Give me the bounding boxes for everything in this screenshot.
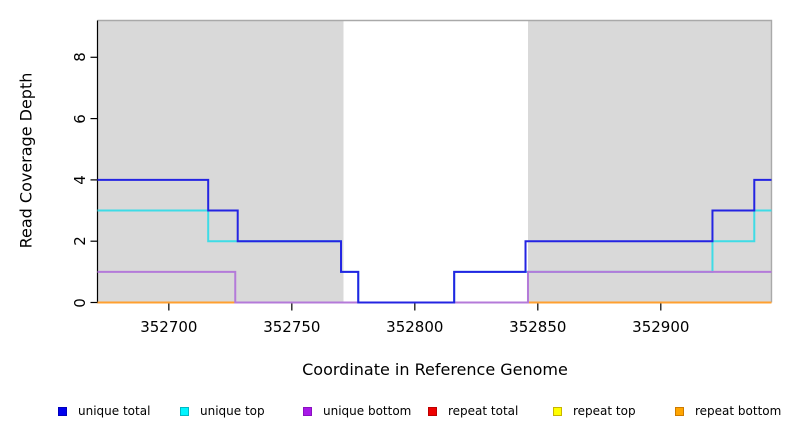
y-axis-title: Read Coverage Depth xyxy=(16,72,36,249)
band-unique-region-right xyxy=(527,20,772,303)
legend-swatch-icon xyxy=(303,406,312,416)
legend-item-repeat-top: repeat top xyxy=(553,402,636,420)
y-tick-label: 4 xyxy=(71,175,89,185)
legend-swatch-icon xyxy=(180,406,189,416)
legend-swatch-icon xyxy=(58,406,67,416)
x-tick-label: 352700 xyxy=(140,318,198,336)
y-tick-label: 2 xyxy=(71,236,89,246)
legend-label: unique total xyxy=(78,404,151,418)
x-tick-label: 352750 xyxy=(263,318,321,336)
legend-label: unique bottom xyxy=(323,404,412,418)
panel-border xyxy=(97,19,773,303)
legend: unique total unique top unique bottom repea… xyxy=(0,398,792,420)
legend-label: repeat bottom xyxy=(695,404,782,418)
y-tick-label: 8 xyxy=(71,52,89,63)
x-tick-label: 352900 xyxy=(632,318,690,336)
band-unique-region-left xyxy=(97,20,344,303)
legend-swatch-icon xyxy=(553,406,562,416)
x-tick-label: 352850 xyxy=(509,318,567,336)
legend-swatch-icon xyxy=(675,406,684,416)
legend-label: repeat total xyxy=(448,404,519,418)
legend-label: unique top xyxy=(200,404,265,418)
y-tick-label: 0 xyxy=(71,297,89,308)
band-repeat-gap xyxy=(343,20,528,303)
y-tick-label: 6 xyxy=(71,113,89,124)
legend-item-repeat-total: repeat total xyxy=(428,402,518,420)
x-tick-label: 352800 xyxy=(386,318,444,336)
legend-label: repeat top xyxy=(573,404,636,418)
series-line-unique-total xyxy=(97,178,772,304)
legend-swatch-icon xyxy=(428,406,437,416)
legend-item-unique-top: unique top xyxy=(180,402,265,420)
legend-item-repeat-bottom: repeat bottom xyxy=(675,402,781,420)
legend-item-unique-total: unique total xyxy=(58,402,150,420)
legend-item-unique-bottom: unique bottom xyxy=(303,402,411,420)
x-axis-title: Coordinate in Reference Genome xyxy=(302,360,568,379)
